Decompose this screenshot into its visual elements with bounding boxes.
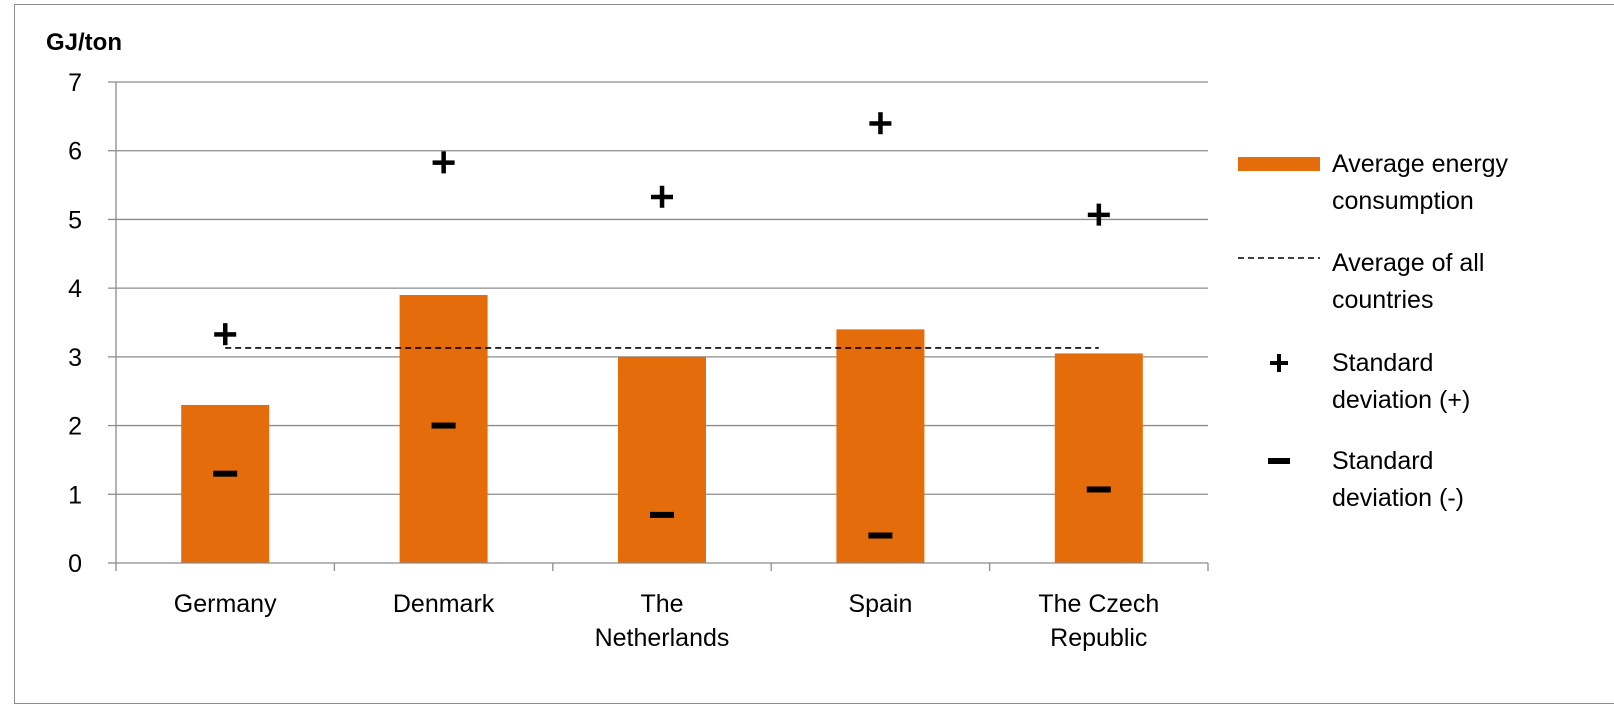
plus-marker [659, 185, 665, 208]
legend-label: Standard [1332, 349, 1433, 377]
y-tick-label: 1 [68, 481, 82, 509]
legend-label: countries [1332, 286, 1433, 314]
deviation-markers [213, 112, 1111, 539]
legend-label: Standard [1332, 447, 1433, 475]
minus-marker [1086, 486, 1111, 493]
legend-swatch-bar [1238, 157, 1320, 171]
legend-label: consumption [1332, 187, 1474, 215]
y-tick-label: 5 [68, 206, 82, 234]
y-tick-label: 0 [68, 550, 82, 578]
x-tick-label: Republic [1050, 624, 1147, 652]
plus-marker [223, 323, 228, 346]
legend-label: deviation (+) [1332, 386, 1470, 414]
legend-label: Average of all [1332, 249, 1484, 277]
minus-marker [868, 532, 893, 539]
legend-swatch-plus [1277, 354, 1281, 372]
y-tick-label: 2 [68, 413, 82, 441]
legend: Average energy consumption Average of all c… [1238, 150, 1509, 512]
plus-marker [441, 151, 446, 174]
y-tick-labels: 0 1 2 3 4 5 6 7 [68, 69, 82, 578]
x-tick-labels: Germany Denmark The Netherlands Spain The Cze… [174, 590, 1159, 652]
bar [181, 404, 270, 563]
bar [618, 356, 706, 563]
bar [1054, 353, 1143, 563]
bar [836, 329, 925, 563]
y-tick-label: 7 [68, 69, 82, 97]
minus-marker [213, 470, 238, 477]
y-tick-label: 6 [68, 138, 82, 166]
x-tick-label: Netherlands [595, 624, 730, 652]
bar [399, 295, 488, 563]
axes [108, 81, 1209, 571]
y-tick-label: 3 [68, 344, 82, 372]
plus-marker [878, 112, 883, 135]
plus-marker [1096, 203, 1102, 226]
x-tick-label: The [640, 590, 683, 618]
x-tick-label: The Czech [1038, 590, 1159, 618]
bars [181, 295, 1143, 563]
legend-swatch-minus [1268, 458, 1290, 464]
legend-label: deviation (-) [1332, 484, 1464, 512]
y-unit-label: GJ/ton [46, 29, 122, 56]
y-tick-label: 4 [68, 275, 82, 303]
minus-marker [650, 511, 674, 518]
x-tick-label: Spain [848, 590, 912, 618]
x-tick-label: Denmark [393, 590, 495, 618]
x-tick-label: Germany [174, 590, 277, 618]
legend-label: Average energy [1332, 150, 1509, 178]
minus-marker [431, 422, 456, 429]
